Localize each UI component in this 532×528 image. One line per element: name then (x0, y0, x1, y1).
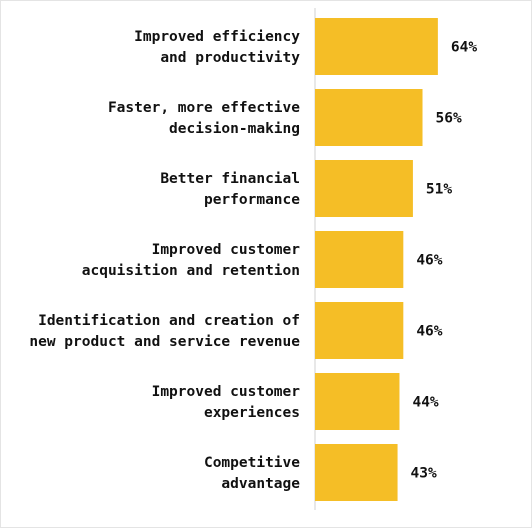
bar-7 (315, 444, 398, 501)
bar-1 (315, 18, 438, 75)
category-label-line: Faster, more effective (108, 100, 300, 116)
category-label-line: Identification and creation of (38, 313, 300, 329)
bar-6 (315, 373, 400, 430)
value-label-6: 44% (412, 395, 438, 411)
category-label-line: advantage (221, 476, 300, 492)
bar-3 (315, 160, 413, 217)
category-label-line: Improved customer (152, 242, 301, 258)
value-label-7: 43% (411, 466, 437, 482)
category-label-line: experiences (204, 405, 300, 421)
bar-5 (315, 302, 404, 359)
category-label-1: Improved efficiency and productivity (134, 29, 300, 66)
category-label-4: Improved customer acquisition and retenti… (82, 242, 301, 279)
bar-4 (315, 231, 404, 288)
value-label-3: 51% (426, 182, 452, 198)
value-label-1: 64% (451, 40, 477, 56)
bar-2 (315, 89, 423, 146)
category-label-5: Identification and creation of new produc… (29, 313, 300, 350)
category-label-line: decision-making (169, 121, 300, 137)
category-label-line: Competitive (204, 455, 300, 471)
category-label-line: Better financial (160, 171, 300, 187)
category-label-line: new product and service revenue (29, 334, 300, 350)
category-label-6: Improved customer experiences (152, 384, 301, 421)
category-label-line: and productivity (160, 50, 300, 66)
value-label-5: 46% (416, 324, 442, 340)
bars-group (315, 18, 438, 501)
category-label-line: Improved customer (152, 384, 301, 400)
value-label-2: 56% (436, 111, 462, 127)
category-label-line: performance (204, 192, 300, 208)
category-label-7: Competitive advantage (204, 455, 300, 492)
category-label-line: Improved efficiency (134, 29, 300, 45)
category-label-2: Faster, more effective decision-making (108, 100, 300, 137)
category-label-line: acquisition and retention (82, 263, 300, 279)
category-label-3: Better financial performance (160, 171, 300, 208)
value-label-4: 46% (416, 253, 442, 269)
category-labels-group: Improved efficiency and productivity Faste… (29, 29, 300, 492)
value-labels-group: 64% 56% 51% 46% 46% 44% 43% (411, 40, 478, 482)
